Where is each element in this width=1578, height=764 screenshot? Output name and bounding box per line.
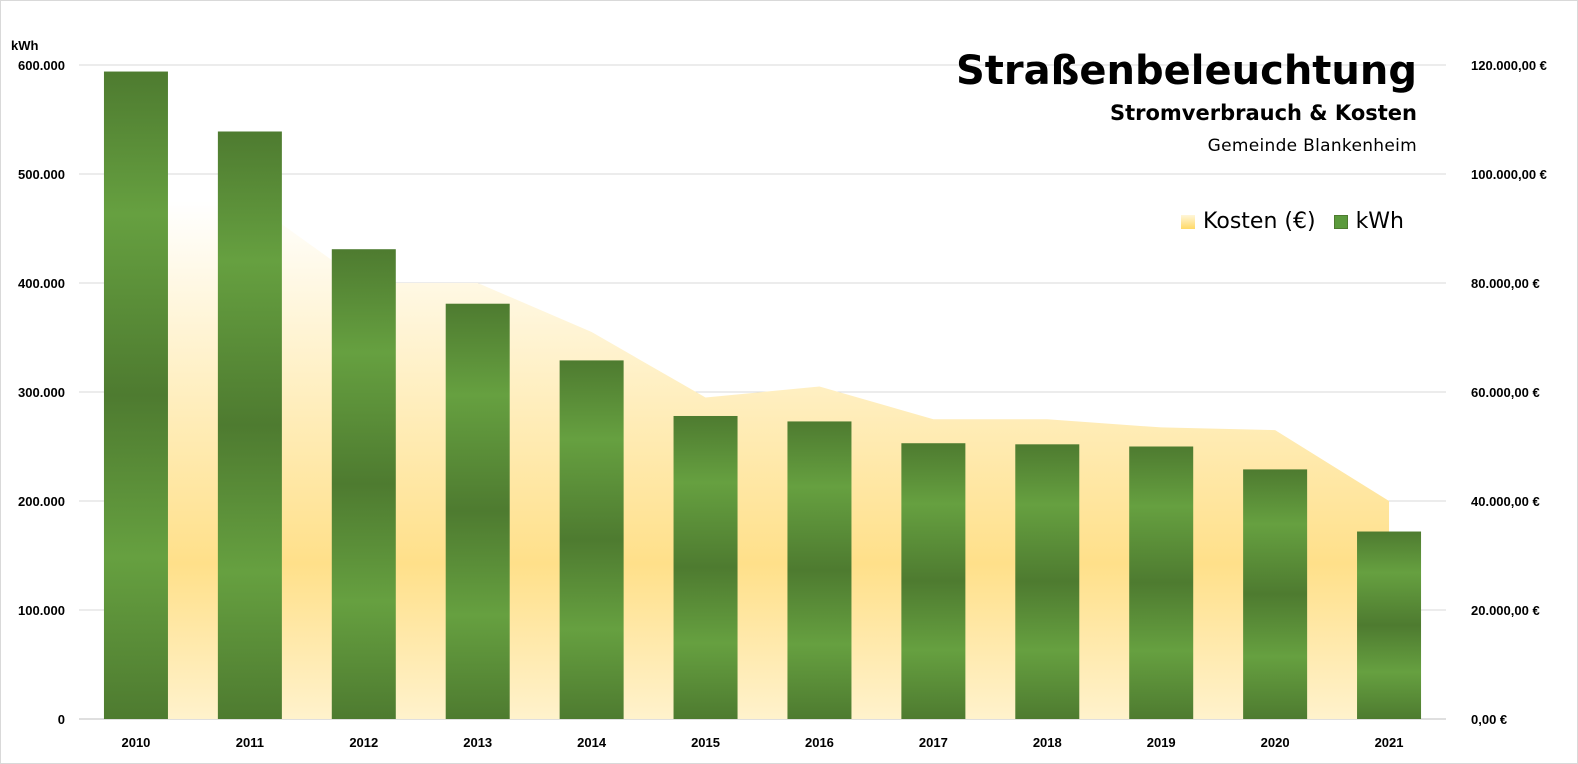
axes-layer: kWh 0 0,00 € 100.000 20.000,00 € 200.000 40.0…	[11, 38, 1547, 750]
kwh-bar	[1015, 444, 1080, 719]
right-axis-tick-label: 0,00 €	[1471, 712, 1507, 727]
x-axis-tick-label: 2011	[236, 735, 264, 750]
cost-area	[135, 201, 1390, 719]
left-axis-tick-label: 300.000	[18, 385, 65, 400]
legend-item-kosten: Kosten (€)	[1181, 209, 1316, 234]
legend-label-kwh: kWh	[1355, 209, 1404, 234]
x-axis-tick-label: 2018	[1033, 735, 1062, 750]
left-axis-tick-label: 100.000	[18, 603, 65, 618]
kwh-bar	[673, 415, 738, 719]
x-axis-tick-label: 2015	[691, 735, 720, 750]
right-axis-tick-label: 120.000,00 €	[1471, 58, 1547, 73]
right-axis-tick-label: 100.000,00 €	[1471, 167, 1547, 182]
x-axis-tick-label: 2012	[349, 735, 378, 750]
left-axis-unit: kWh	[11, 38, 39, 53]
kwh-bar	[1357, 531, 1422, 719]
kwh-bar	[901, 443, 966, 719]
x-axis-tick-label: 2010	[121, 735, 150, 750]
x-axis-tick-label: 2014	[577, 735, 607, 750]
x-axis-tick-label: 2019	[1147, 735, 1176, 750]
legend-swatch-kosten	[1181, 214, 1196, 229]
legend-swatch-kwh	[1333, 214, 1348, 229]
kwh-bar	[217, 131, 282, 720]
x-axis-tick-label: 2013	[463, 735, 492, 750]
left-axis-tick-label: 400.000	[18, 276, 65, 291]
x-axis-tick-label: 2020	[1261, 735, 1290, 750]
legend-item-kwh: kWh	[1333, 209, 1404, 234]
chart-source-label: Gemeinde Blankenheim	[1207, 136, 1417, 156]
kwh-bar	[103, 71, 168, 720]
kwh-bar	[1243, 469, 1308, 719]
right-axis-tick-label: 40.000,00 €	[1471, 494, 1540, 509]
right-axis-tick-label: 80.000,00 €	[1471, 276, 1540, 291]
x-axis-tick-label: 2021	[1375, 735, 1404, 750]
left-axis-tick-label: 200.000	[18, 494, 65, 509]
right-axis-tick-label: 20.000,00 €	[1471, 603, 1540, 618]
chart-subtitle: Stromverbrauch & Kosten	[1109, 101, 1417, 125]
left-axis-tick-label: 0	[58, 712, 65, 727]
x-axis-tick-label: 2016	[805, 735, 834, 750]
kwh-bar	[331, 249, 396, 719]
x-axis-tick-label: 2017	[919, 735, 948, 750]
legend-label-kosten: Kosten (€)	[1203, 209, 1316, 234]
left-axis-tick-label: 600.000	[18, 58, 65, 73]
kwh-bar	[1129, 446, 1194, 719]
title-block: Straßenbeleuchtung Stromverbrauch & Kost…	[956, 47, 1417, 156]
left-axis-tick-label: 500.000	[18, 167, 65, 182]
chart-title: Straßenbeleuchtung	[956, 48, 1417, 94]
kwh-bar-layer	[103, 71, 1422, 720]
cost-area-layer	[135, 201, 1390, 719]
kwh-bar	[445, 303, 510, 719]
right-axis-tick-label: 60.000,00 €	[1471, 385, 1540, 400]
legend: Kosten (€) kWh	[1163, 209, 1404, 234]
kwh-bar	[559, 360, 624, 719]
kwh-bar	[787, 421, 852, 719]
